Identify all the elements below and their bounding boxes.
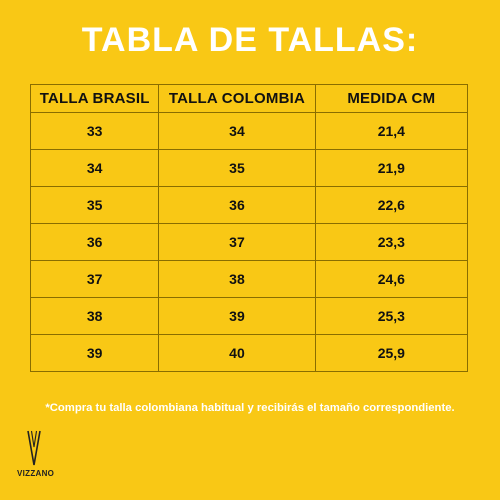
cell-medida-cm: 22,6 bbox=[314, 186, 469, 224]
cell-medida-cm: 23,3 bbox=[314, 223, 469, 261]
table-row: 38 39 25,3 bbox=[29, 297, 469, 335]
cell-talla-brasil: 39 bbox=[29, 334, 160, 372]
cell-talla-brasil: 34 bbox=[29, 149, 160, 187]
cell-medida-cm: 21,4 bbox=[314, 112, 469, 150]
page-title: TABLA DE TALLAS: bbox=[81, 21, 419, 59]
table-row: 37 38 24,6 bbox=[29, 260, 469, 298]
vizzano-v-logo-icon bbox=[27, 430, 41, 466]
cell-medida-cm: 25,3 bbox=[314, 297, 469, 335]
cell-talla-colombia: 38 bbox=[158, 260, 316, 298]
header-talla-colombia: TALLA COLOMBIA bbox=[158, 84, 316, 113]
cell-talla-colombia: 39 bbox=[158, 297, 316, 335]
cell-medida-cm: 25,9 bbox=[314, 334, 469, 372]
table-row: 39 40 25,9 bbox=[29, 334, 469, 372]
cell-talla-brasil: 37 bbox=[29, 260, 160, 298]
table-row: 35 36 22,6 bbox=[29, 186, 469, 224]
cell-talla-brasil: 35 bbox=[29, 186, 160, 224]
cell-talla-brasil: 38 bbox=[29, 297, 160, 335]
footnote: *Compra tu talla colombiana habitual y r… bbox=[45, 402, 455, 414]
cell-talla-colombia: 40 bbox=[158, 334, 316, 372]
cell-talla-colombia: 34 bbox=[158, 112, 316, 150]
cell-talla-colombia: 37 bbox=[158, 223, 316, 261]
brand-logo: VIZZANO bbox=[17, 429, 55, 481]
cell-talla-brasil: 33 bbox=[29, 112, 160, 150]
brand-name: VIZZANO bbox=[17, 469, 55, 478]
header-medida-cm: MEDIDA CM bbox=[314, 84, 469, 113]
table-row: 36 37 23,3 bbox=[29, 223, 469, 261]
size-chart-table: TALLA BRASIL TALLA COLOMBIA MEDIDA CM 33… bbox=[29, 84, 469, 372]
table-row: 33 34 21,4 bbox=[29, 112, 469, 150]
table-header-row: TALLA BRASIL TALLA COLOMBIA MEDIDA CM bbox=[29, 84, 469, 113]
cell-talla-brasil: 36 bbox=[29, 223, 160, 261]
table-row: 34 35 21,9 bbox=[29, 149, 469, 187]
cell-medida-cm: 21,9 bbox=[314, 149, 469, 187]
header-talla-brasil: TALLA BRASIL bbox=[29, 84, 160, 113]
cell-talla-colombia: 35 bbox=[158, 149, 316, 187]
cell-medida-cm: 24,6 bbox=[314, 260, 469, 298]
cell-talla-colombia: 36 bbox=[158, 186, 316, 224]
